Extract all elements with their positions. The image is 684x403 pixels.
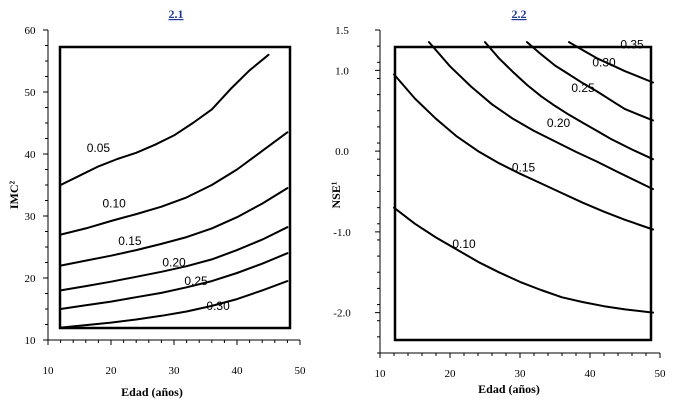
p2-contour-0-10	[393, 206, 654, 314]
panel-2-2: 10 20 30 40 50 1.5 1.0 0.0 -1.0 -2.0 0.10 0.15 0.20 0…	[329, 7, 666, 396]
p1-contour-label: 0.30	[206, 299, 230, 313]
p2-y-tick-label: -2.0	[333, 308, 351, 320]
p1-x-tick-label: 10	[43, 365, 55, 377]
p2-contour-0-30	[526, 41, 654, 122]
p1-plot-frame	[58, 45, 292, 330]
p1-y-tick-label: 50	[25, 87, 37, 99]
p2-contour-label: 0.35	[620, 38, 644, 52]
p2-x-tick-label: 30	[515, 368, 527, 380]
panel-2-1: 10 20 30 40 50 10 20 30 40 50 60 0.05 0.10 0.15 0.20 0.…	[7, 7, 306, 399]
p2-y-tick-label: -1.0	[333, 227, 351, 239]
p1-y-tick-label: 20	[25, 273, 37, 285]
p2-contour-0-25	[484, 41, 654, 161]
p2-plot-frame	[393, 45, 653, 342]
p1-contour-label: 0.25	[184, 274, 208, 288]
p2-y-tick-label: 0.0	[335, 146, 349, 158]
p2-y-tick-label: 1.0	[335, 65, 349, 77]
p1-contour-0-10	[59, 131, 289, 236]
p1-y-axis-label: IMC²	[7, 180, 21, 209]
p1-x-tick-label: 50	[295, 365, 307, 377]
p2-y-tick-label: 1.5	[335, 25, 349, 37]
p2-x-tick-label: 50	[655, 368, 667, 380]
p2-contour-label: 0.30	[592, 55, 616, 69]
p2-contour-label: 0.25	[571, 81, 595, 95]
p2-x-tick-label: 40	[585, 368, 597, 380]
p1-contour-0-25	[59, 252, 289, 310]
p1-y-tick-label: 60	[25, 25, 37, 37]
p1-contour-0-05	[59, 53, 270, 186]
p1-y-tick-label: 10	[25, 335, 37, 347]
p2-x-tick-label: 10	[375, 368, 387, 380]
p1-y-tick-label: 30	[25, 211, 37, 223]
p1-contour-0-15	[59, 187, 289, 267]
p1-x-tick-label: 40	[232, 365, 244, 377]
p1-contour-0-30	[59, 280, 289, 329]
p2-contour-0-35	[568, 41, 654, 84]
p1-y-tick-label: 40	[25, 149, 37, 161]
p2-x-tick-label: 20	[445, 368, 457, 380]
p1-x-axis-label: Edad (años)	[121, 385, 183, 399]
p1-x-tick-label: 30	[169, 365, 181, 377]
p1-panel-title: 2.1	[169, 7, 184, 21]
p2-panel-title: 2.2	[512, 7, 527, 21]
p2-contour-label: 0.20	[547, 116, 571, 130]
p1-contour-0-20	[59, 226, 289, 292]
p2-contour-label: 0.10	[452, 237, 476, 251]
p2-y-axis-label: NSE¹	[329, 181, 343, 208]
p1-contour-label: 0.20	[162, 256, 186, 270]
p2-contour-label: 0.15	[512, 160, 536, 174]
p1-contour-label: 0.15	[118, 234, 142, 248]
p1-x-tick-label: 20	[106, 365, 118, 377]
p1-contour-label: 0.05	[87, 141, 111, 155]
p2-x-axis-label: Edad (años)	[478, 382, 540, 396]
p2-contour-0-15	[393, 73, 654, 231]
p1-contour-label: 0.10	[102, 197, 126, 211]
p2-contour-0-20	[428, 41, 654, 191]
